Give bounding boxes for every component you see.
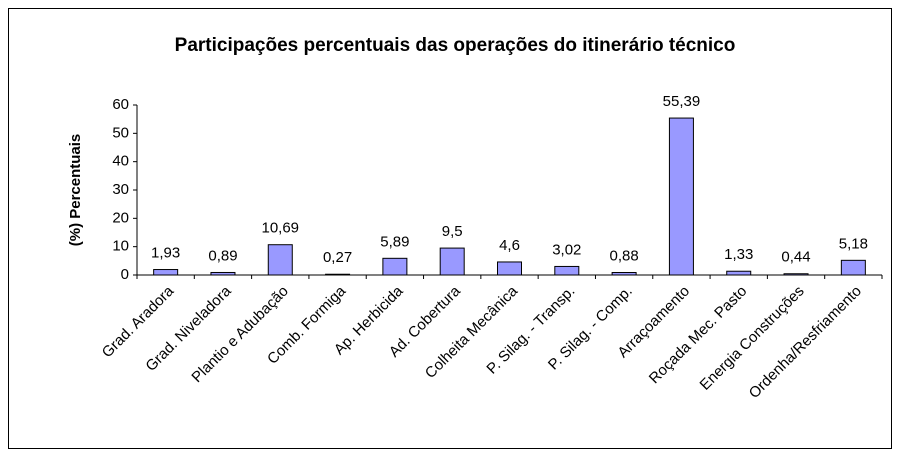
y-tick-label: 0 bbox=[121, 266, 129, 283]
chart-border bbox=[8, 8, 892, 449]
value-label: 9,5 bbox=[442, 223, 463, 240]
value-label: 1,33 bbox=[724, 246, 753, 263]
y-tick-label: 50 bbox=[112, 124, 129, 141]
bar bbox=[611, 272, 637, 276]
y-tick-label: 10 bbox=[112, 238, 129, 255]
bar bbox=[267, 244, 293, 276]
bar bbox=[726, 270, 752, 276]
value-label: 55,39 bbox=[663, 93, 701, 110]
value-label: 10,69 bbox=[261, 220, 299, 237]
value-label: 3,02 bbox=[552, 241, 581, 258]
bar bbox=[210, 271, 236, 276]
y-tick-label: 40 bbox=[112, 153, 129, 170]
y-tick-label: 60 bbox=[112, 96, 129, 113]
y-tick-label: 20 bbox=[112, 209, 129, 226]
bar bbox=[325, 273, 351, 276]
value-label: 5,89 bbox=[380, 233, 409, 250]
y-axis-label: (%) Percentuais bbox=[67, 134, 84, 247]
value-label: 5,18 bbox=[839, 235, 868, 252]
value-label: 0,44 bbox=[781, 249, 810, 266]
bar bbox=[783, 273, 809, 276]
value-label: 0,27 bbox=[323, 249, 352, 266]
value-label: 4,6 bbox=[499, 237, 520, 254]
chart-title: Participações percentuais das operações … bbox=[175, 35, 736, 56]
bar bbox=[497, 261, 522, 276]
bar bbox=[840, 259, 866, 276]
value-label: 1,93 bbox=[151, 245, 180, 262]
bar bbox=[439, 247, 465, 276]
bar bbox=[382, 257, 408, 276]
bar bbox=[554, 265, 580, 276]
value-label: 0,88 bbox=[610, 247, 639, 264]
bar bbox=[153, 269, 179, 276]
bar bbox=[668, 117, 694, 276]
y-tick-label: 30 bbox=[112, 181, 129, 198]
value-label: 0,89 bbox=[208, 247, 237, 264]
